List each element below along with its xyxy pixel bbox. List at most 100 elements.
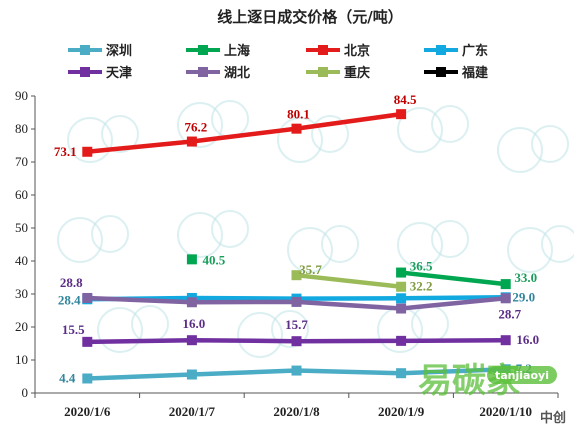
y-tick-label: 60 — [15, 187, 28, 202]
data-point — [291, 365, 302, 376]
data-point — [500, 293, 511, 304]
legend-item: 福建 — [424, 65, 488, 81]
y-tick-label: 10 — [15, 352, 28, 367]
data-label: 16.0 — [516, 332, 539, 347]
legend-label: 深圳 — [106, 43, 132, 59]
data-point — [500, 335, 511, 346]
legend-item: 重庆 — [306, 65, 370, 81]
watermark-circle — [271, 310, 309, 348]
y-tick-label: 80 — [15, 121, 28, 136]
data-point — [396, 267, 407, 278]
data-label: 35.7 — [299, 262, 322, 277]
watermark-circle — [211, 210, 249, 248]
y-tick-label: 0 — [22, 385, 29, 400]
legend-label: 重庆 — [344, 65, 370, 81]
data-labels: 4.47.240.536.533.073.176.280.184.528.429… — [54, 92, 539, 385]
x-tick-label: 2020/1/6 — [64, 404, 111, 419]
legend-swatch-marker — [318, 67, 328, 77]
series-上海 — [186, 254, 511, 290]
y-tick-label: 70 — [15, 154, 28, 169]
data-label: 84.5 — [394, 92, 417, 107]
axes: 0 10 20 30 40 50 60 70 80 90 2020/1/6 2020/1/7 2020/… — [15, 88, 559, 419]
series-line — [87, 111, 402, 155]
watermark-circle — [507, 227, 553, 273]
watermark-circle — [541, 225, 574, 263]
series-layer — [82, 109, 511, 384]
watermark-circle — [101, 115, 139, 153]
data-point — [396, 109, 407, 120]
watermark-circle — [177, 102, 223, 148]
data-label: 28.4 — [58, 292, 81, 307]
data-point — [82, 373, 93, 384]
y-tick-label: 20 — [15, 319, 28, 334]
data-point — [291, 336, 302, 347]
watermark-circle — [311, 115, 349, 153]
legend-item: 深圳 — [68, 43, 132, 59]
data-point — [396, 281, 407, 292]
watermark-circle — [497, 127, 543, 173]
data-point — [396, 293, 407, 304]
legend-swatch-marker — [318, 45, 328, 55]
data-point — [82, 146, 93, 157]
legend-item: 北京 — [306, 43, 370, 59]
data-point — [186, 136, 197, 147]
data-label: 36.5 — [410, 259, 433, 274]
data-point — [291, 123, 302, 134]
series-line — [400, 270, 506, 287]
site-watermark-text: tanjiaoyi — [495, 369, 549, 382]
legend-swatch-marker — [80, 67, 90, 77]
chart-title: 线上逐日成交价格（元/吨） — [217, 8, 402, 26]
x-tick-label: 2020/1/7 — [169, 404, 216, 419]
watermark-circle — [397, 107, 443, 153]
legend-label: 上海 — [224, 43, 250, 59]
data-label: 16.0 — [183, 316, 206, 331]
data-label: 33.0 — [514, 270, 537, 285]
data-point — [291, 270, 302, 281]
data-point — [186, 335, 197, 346]
watermark-circle — [531, 125, 569, 163]
legend-swatch-marker — [198, 67, 208, 77]
brand-watermark: 易碳家 tanjiaoyi 中创 — [418, 361, 566, 426]
x-tick-label: 2020/1/9 — [378, 404, 425, 419]
data-label: 15.5 — [62, 322, 85, 337]
data-point — [291, 296, 302, 307]
data-point — [186, 254, 197, 265]
series-湖北 — [82, 292, 511, 314]
watermark-circle — [67, 117, 113, 163]
watermark-circle — [411, 305, 449, 343]
legend-item: 湖北 — [186, 66, 250, 81]
data-label: 29.0 — [512, 289, 535, 304]
watermark-circle — [211, 100, 249, 138]
data-point — [186, 369, 197, 380]
data-point — [396, 335, 407, 346]
data-label: 73.1 — [54, 144, 77, 159]
series-重庆 — [291, 270, 407, 292]
watermark-circle — [431, 105, 469, 143]
y-tick-label: 50 — [15, 220, 28, 235]
series-天津 — [82, 335, 511, 347]
watermark-circle — [131, 305, 169, 343]
data-label: 80.1 — [287, 107, 310, 122]
watermark-circle — [277, 117, 323, 163]
watermark-circle — [57, 217, 103, 263]
y-tick-label: 40 — [15, 253, 28, 268]
site-watermark-badge — [487, 366, 557, 384]
data-point — [186, 297, 197, 308]
legend-swatch-marker — [80, 45, 90, 55]
legend-label: 天津 — [106, 65, 132, 81]
data-label: 4.4 — [59, 370, 76, 385]
watermark-circle — [321, 225, 359, 263]
legend-item: 广东 — [424, 43, 488, 59]
legend-label: 福建 — [461, 65, 488, 81]
data-point — [82, 336, 93, 347]
data-label: 28.7 — [498, 306, 521, 321]
legend-label: 广东 — [462, 43, 488, 59]
data-label: 76.2 — [185, 120, 208, 135]
data-point — [396, 368, 407, 379]
data-label: 32.2 — [410, 279, 433, 294]
data-point — [500, 279, 511, 290]
watermark-circle — [287, 227, 333, 273]
source-watermark-text: 中创 — [540, 410, 566, 426]
